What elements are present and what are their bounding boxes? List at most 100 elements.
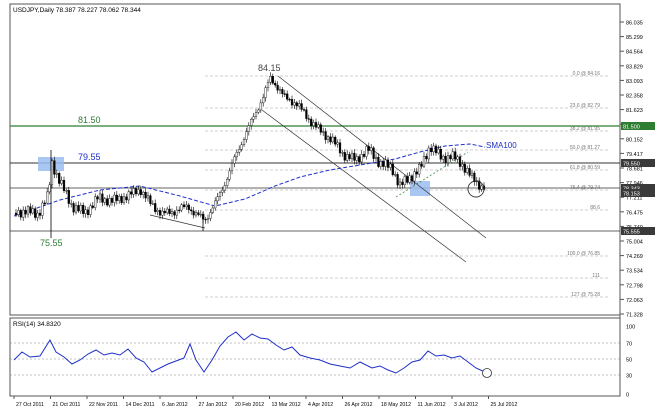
price-tick-label: 71.328 [626, 313, 643, 319]
candle-body [82, 205, 85, 214]
candle-body [454, 151, 457, 160]
candle-body [288, 99, 291, 101]
price-tick-label: 74.269 [626, 254, 643, 260]
time-tick-label: 4 Apr 2012 [308, 402, 333, 408]
time-tick-label: 18 May 2012 [381, 402, 411, 408]
candle-body [170, 211, 174, 214]
candle-body [343, 152, 346, 161]
candle-body [226, 179, 229, 186]
candle-body [55, 172, 58, 175]
price-highlight-label: 79.550 [623, 162, 640, 168]
candle-body [142, 191, 145, 195]
fib-level-label: 61.8 @ 80.59 [570, 165, 600, 171]
candle-body [228, 170, 231, 180]
main-chart-frame [9, 3, 621, 316]
channel-lower-line[interactable] [261, 109, 467, 263]
candle-body [36, 212, 39, 218]
candle-body [377, 156, 380, 167]
candle-body [365, 146, 368, 157]
candle-body [182, 204, 186, 208]
candle-body [367, 146, 370, 151]
candle-body [461, 163, 464, 167]
candle-body [118, 196, 121, 201]
candle-body [74, 205, 78, 213]
candle-body [60, 180, 63, 184]
time-tick-label: 22 Nov 2011 [89, 402, 118, 408]
candle-body [113, 194, 116, 203]
candle-body [77, 205, 80, 212]
candle-body [468, 168, 471, 176]
candle-body [259, 102, 262, 111]
candle-body [43, 202, 46, 204]
candle-body [394, 174, 397, 176]
candle-body [319, 124, 322, 133]
candle-body [382, 161, 385, 167]
rsi-line[interactable] [13, 331, 488, 374]
candle-body [446, 155, 450, 163]
candle-body [29, 206, 32, 214]
rsi-axis: 100 70 50 30 0 [626, 325, 635, 399]
price-candles [14, 72, 486, 238]
candle-body [180, 204, 183, 211]
candle-body [24, 209, 27, 215]
time-tick-label: 14 Dec 2011 [126, 402, 155, 408]
price-tick-label: 84.564 [626, 50, 643, 56]
candle-body [290, 99, 294, 106]
price-tick-label: 76.475 [626, 210, 643, 216]
candle-body [353, 152, 356, 161]
candle-body [427, 147, 430, 160]
candle-body [72, 203, 75, 213]
candle-body [206, 218, 210, 220]
rsi-tick-label: 50 [626, 358, 632, 364]
candle-body [444, 155, 447, 163]
level-label-81-50: 81.50 [78, 115, 101, 125]
price-tick-label: 85.299 [626, 35, 643, 41]
time-tick-label: 20 Feb 2012 [235, 402, 264, 408]
rsi-current-circle [482, 368, 492, 378]
candle-body [401, 181, 404, 185]
candle-body [300, 103, 303, 110]
price-tick-label: 75.004 [626, 240, 643, 246]
candle-body [322, 131, 325, 133]
candle-body [478, 180, 481, 190]
candle-body [473, 172, 476, 183]
time-tick-label: 26 Apr 2012 [345, 402, 373, 408]
rsi-title: RSI(14) 34.8320 [13, 321, 61, 328]
candle-body [298, 103, 301, 107]
candle-body [156, 210, 159, 212]
candle-body [46, 191, 49, 204]
candle-body [283, 93, 286, 95]
channel-upper-line[interactable] [277, 75, 487, 239]
fib-level-label: 23.6 @ 82.79 [570, 103, 600, 109]
price-tick-label: 72.798 [626, 283, 643, 289]
sma100-line[interactable] [13, 143, 486, 217]
time-tick-label: 13 Mar 2012 [272, 402, 301, 408]
price-tick-label: 81.623 [626, 108, 643, 114]
candle-body [79, 205, 82, 212]
candle-body [187, 204, 190, 210]
candle-body [163, 210, 166, 214]
time-tick-label: 27 Oct 2011 [16, 402, 44, 408]
candle-body [432, 145, 435, 153]
candle-body [456, 156, 459, 160]
candle-body [326, 136, 330, 140]
price-highlight-tag [621, 122, 655, 130]
candle-body [355, 156, 358, 161]
chart-title: USDJPY,Daily 78.387 78.227 78.062 78.344 [13, 7, 141, 14]
price-highlight-label: 81.500 [623, 125, 640, 131]
fib-level-label: 127 @ 75.28 [571, 292, 600, 298]
candle-body [269, 76, 272, 83]
candle-body [374, 156, 378, 159]
candle-body [350, 152, 354, 160]
candle-body [137, 189, 140, 195]
trendline-low[interactable] [149, 214, 206, 229]
candle-body [132, 188, 135, 195]
price-tick-label: 80.152 [626, 137, 643, 143]
candle-body [370, 147, 373, 151]
high-label: 84.15 [258, 63, 281, 73]
candle-body [271, 76, 274, 84]
candle-body [451, 151, 454, 160]
candle-body [480, 185, 483, 190]
